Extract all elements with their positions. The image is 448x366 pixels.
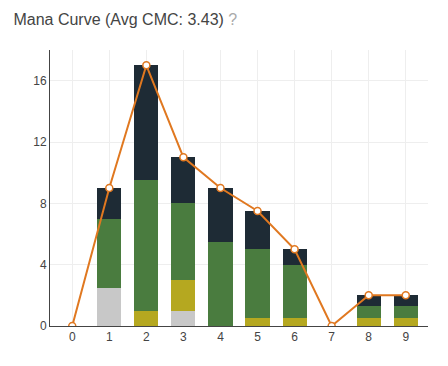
- svg-text:12: 12: [33, 135, 47, 149]
- svg-text:7: 7: [328, 330, 335, 344]
- svg-text:4: 4: [40, 258, 47, 272]
- svg-text:16: 16: [33, 74, 47, 88]
- svg-text:6: 6: [291, 330, 298, 344]
- svg-text:5: 5: [254, 330, 261, 344]
- svg-text:9: 9: [402, 330, 409, 344]
- svg-text:8: 8: [40, 197, 47, 211]
- svg-text:0: 0: [69, 330, 76, 344]
- svg-text:0: 0: [40, 319, 47, 333]
- svg-text:2: 2: [143, 330, 150, 344]
- svg-text:1: 1: [106, 330, 113, 344]
- svg-text:Mana Curve (Avg CMC: 3.43) ?: Mana Curve (Avg CMC: 3.43) ?: [13, 11, 237, 28]
- svg-text:3: 3: [180, 330, 187, 344]
- svg-text:4: 4: [217, 330, 224, 344]
- svg-text:8: 8: [365, 330, 372, 344]
